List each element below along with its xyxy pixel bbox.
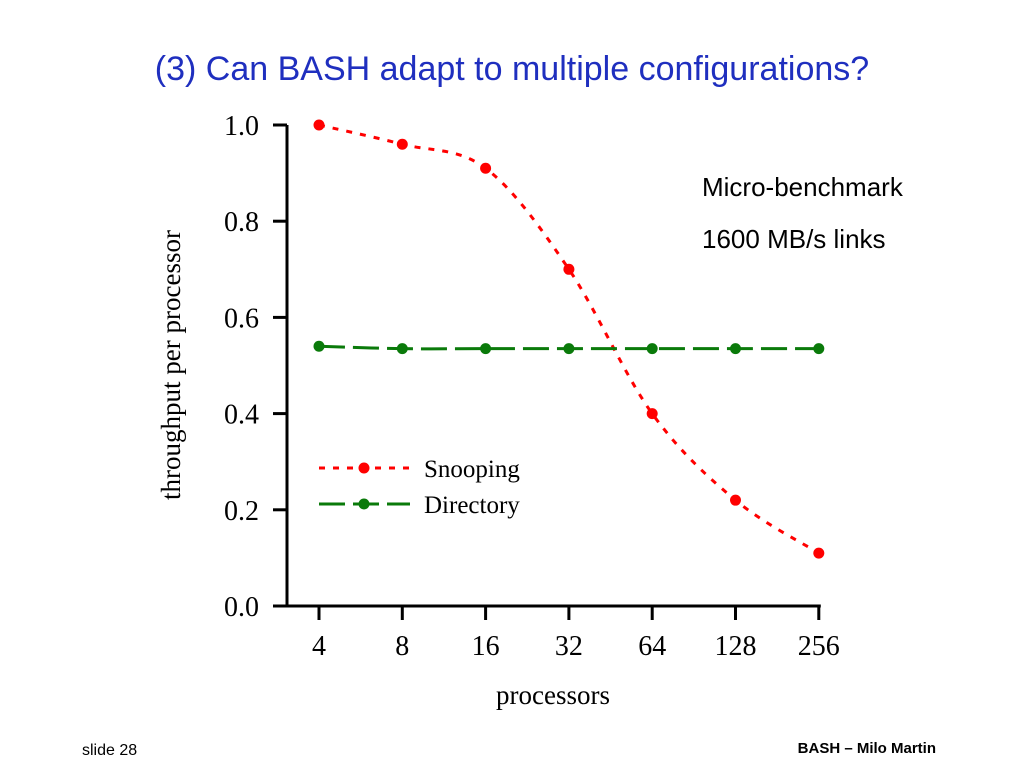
note-links: 1600 MB/s links: [702, 224, 886, 254]
y-tick-label: 0.6: [224, 303, 259, 334]
x-tick-label: 256: [798, 631, 840, 662]
y-tick-label: 1.0: [224, 111, 259, 142]
data-point-directory: [563, 343, 575, 355]
data-point-directory: [480, 343, 492, 355]
legend-marker-snooping: [358, 462, 370, 474]
data-point-directory: [396, 343, 408, 355]
data-point-directory: [646, 343, 658, 355]
data-point-snooping: [313, 119, 325, 131]
note-benchmark: Micro-benchmark: [702, 172, 903, 202]
data-point-directory: [313, 340, 325, 352]
y-tick-label: 0.4: [224, 400, 259, 431]
data-point-snooping: [730, 494, 741, 506]
slide-number: slide 28: [82, 742, 138, 759]
x-tick-label: 64: [638, 631, 666, 662]
legend-marker-directory: [358, 498, 370, 510]
x-tick-label: 32: [555, 631, 583, 662]
footer-author: BASH – Milo Martin: [797, 740, 936, 757]
series-line-snooping: [318, 123, 820, 555]
x-tick-label: 8: [395, 631, 409, 662]
data-point-snooping: [813, 547, 825, 559]
data-point-snooping: [396, 138, 408, 150]
data-point-directory: [730, 343, 741, 355]
slide-title: (3) Can BASH adapt to multiple configura…: [154, 50, 870, 88]
data-point-snooping: [646, 408, 658, 420]
y-tick-label: 0.2: [224, 496, 259, 527]
y-axis-label: throughput per processor: [156, 230, 186, 500]
data-point-snooping: [563, 263, 575, 275]
legend-label-snooping: Snooping: [424, 456, 520, 483]
legend-label-directory: Directory: [424, 492, 520, 519]
x-axis-label: processors: [496, 680, 610, 710]
y-tick-label: 0.0: [224, 592, 259, 623]
y-tick-label: 0.8: [224, 207, 259, 238]
x-tick-label: 16: [472, 631, 500, 662]
x-tick-label: 4: [312, 631, 326, 662]
data-point-snooping: [480, 162, 492, 174]
data-point-directory: [813, 343, 825, 355]
x-tick-label: 128: [715, 631, 757, 662]
